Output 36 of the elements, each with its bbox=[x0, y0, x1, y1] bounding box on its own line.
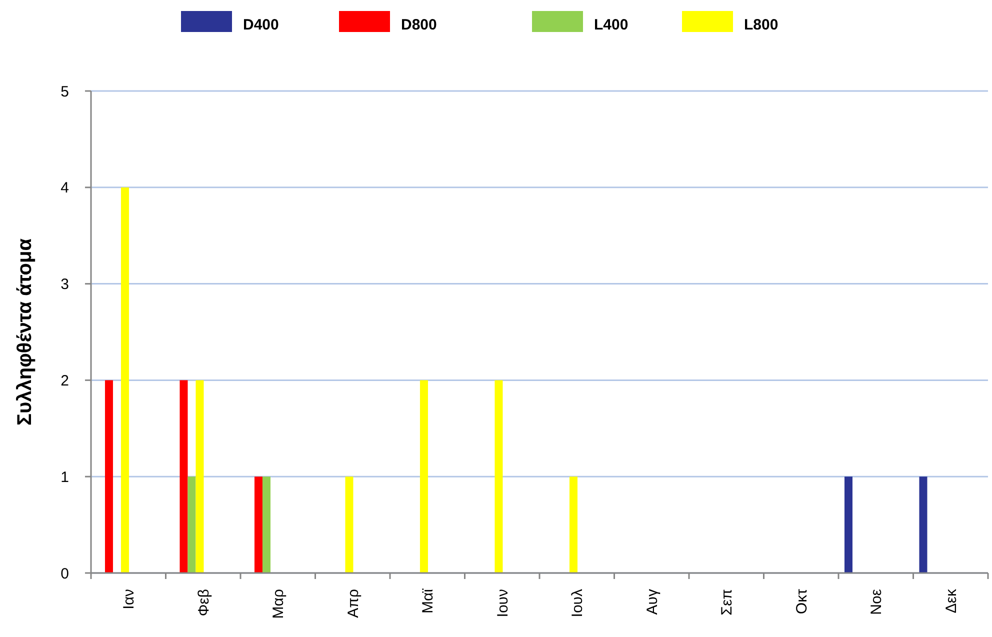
x-tick-label: Νοε bbox=[868, 588, 886, 615]
bar bbox=[104, 380, 113, 573]
x-tick-label: Οκτ bbox=[793, 588, 810, 614]
x-tick-label: Μαϊ bbox=[420, 588, 437, 614]
x-tick-label: Φεβ bbox=[195, 588, 212, 616]
bar bbox=[569, 476, 578, 573]
y-tick-label: 5 bbox=[60, 83, 69, 100]
y-axis-title: Συλληφθέντα άτομα bbox=[14, 238, 36, 426]
legend-label: L800 bbox=[744, 16, 778, 34]
legend-label: D400 bbox=[243, 16, 279, 34]
bar bbox=[254, 476, 262, 573]
y-tick-label: 1 bbox=[60, 468, 69, 486]
x-tick-label: Δεκ bbox=[942, 588, 960, 614]
bar bbox=[919, 476, 928, 573]
legend-label: D800 bbox=[401, 16, 437, 34]
bar bbox=[262, 476, 270, 573]
bar bbox=[420, 380, 428, 573]
bar bbox=[120, 187, 129, 573]
x-tick-label: Σεπ bbox=[718, 589, 736, 616]
bar bbox=[180, 380, 188, 573]
x-tick-label: Αυγ bbox=[644, 588, 661, 615]
bar bbox=[844, 476, 852, 573]
x-tick-label: Ιουν bbox=[494, 589, 512, 618]
bar bbox=[345, 476, 354, 573]
x-tick-label: Απρ bbox=[344, 589, 362, 618]
x-tick-label: Ιαν bbox=[120, 589, 138, 610]
legend-label: L400 bbox=[594, 16, 628, 34]
bar bbox=[196, 380, 204, 573]
y-tick-label: 3 bbox=[60, 276, 69, 294]
x-tick-label: Μαρ bbox=[270, 589, 288, 619]
y-tick-label: 0 bbox=[60, 565, 69, 582]
bar bbox=[494, 380, 503, 573]
x-tick-label: Ιουλ bbox=[569, 588, 586, 618]
y-tick-label: 2 bbox=[60, 372, 69, 390]
bar bbox=[188, 476, 196, 573]
y-tick-label: 4 bbox=[60, 180, 69, 197]
